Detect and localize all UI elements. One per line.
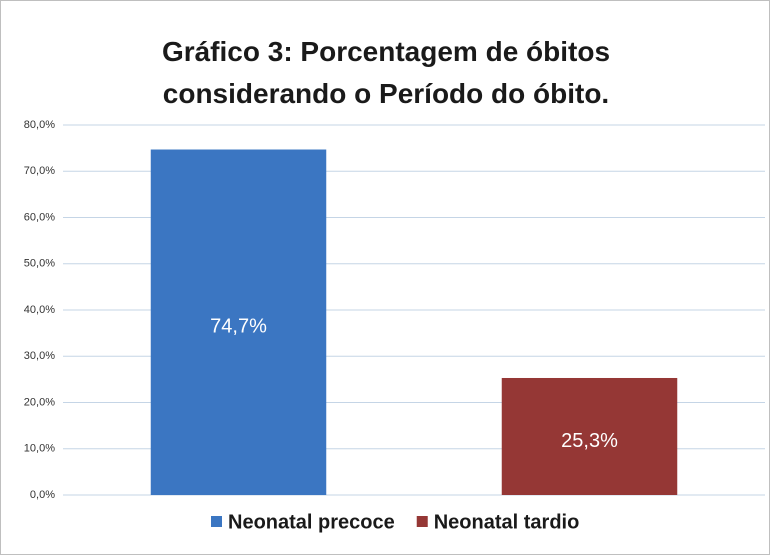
y-tick-label: 20,0% (24, 396, 55, 408)
y-tick-label: 10,0% (24, 443, 55, 455)
y-tick-label: 80,0% (24, 119, 55, 131)
y-tick-label: 50,0% (24, 258, 55, 270)
chart-title: Gráfico 3: Porcentagem de óbitos conside… (161, 36, 611, 109)
legend-swatch (416, 516, 428, 527)
bar (501, 377, 678, 495)
data-label: 74,7% (210, 316, 267, 338)
data-label: 25,3% (561, 430, 618, 452)
legend-label: Neonatal tardio (434, 511, 580, 533)
y-tick-label: 30,0% (24, 350, 55, 362)
y-tick-label: 60,0% (24, 211, 55, 223)
bar (150, 149, 327, 495)
legend-label: Neonatal precoce (228, 511, 395, 533)
legend-swatch (211, 516, 222, 527)
y-tick-label: 70,0% (24, 165, 55, 177)
y-tick-label: 40,0% (24, 304, 55, 316)
y-tick-label: 0,0% (30, 489, 55, 501)
